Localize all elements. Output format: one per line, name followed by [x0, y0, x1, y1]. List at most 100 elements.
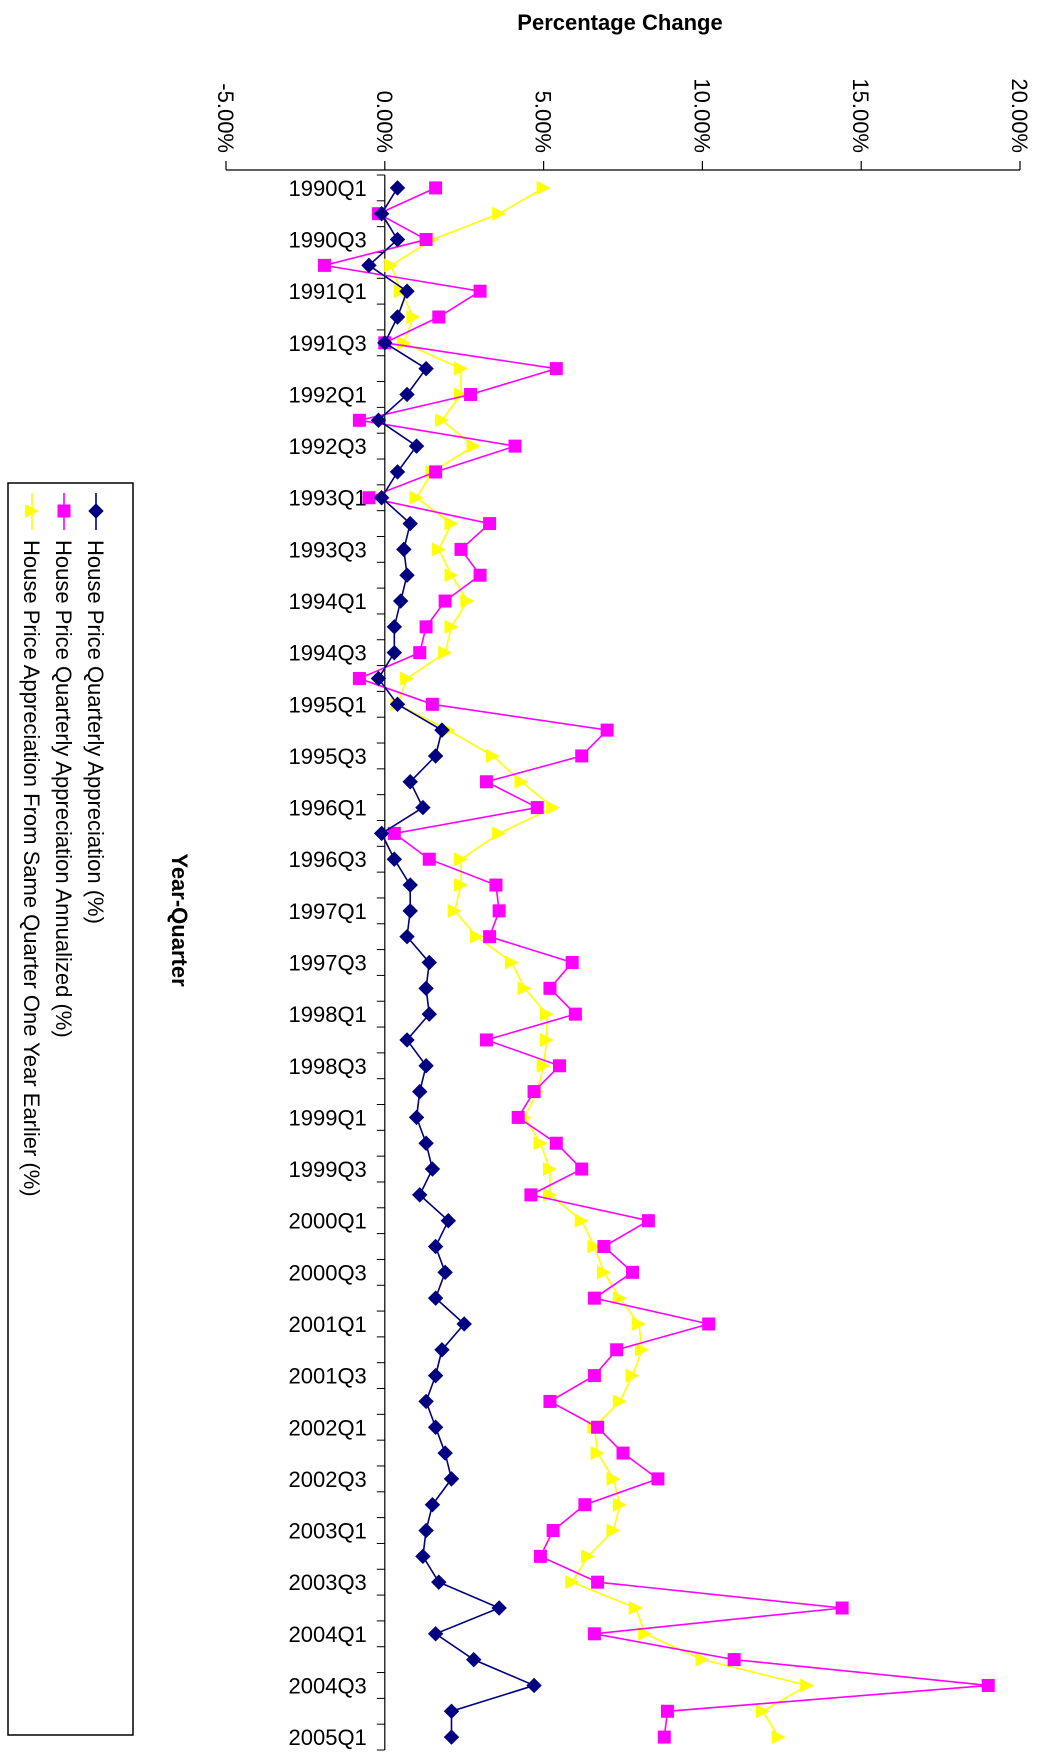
data-point — [427, 1367, 444, 1384]
data-point — [427, 1626, 444, 1642]
data-point — [440, 1212, 457, 1229]
data-point — [533, 1549, 547, 1563]
category-axis-title: Year-Quarter — [167, 853, 192, 987]
data-point — [377, 335, 393, 351]
data-point — [418, 1135, 434, 1151]
data-point — [612, 1291, 627, 1306]
data-point — [399, 928, 415, 945]
data-point — [437, 1445, 453, 1461]
data-point — [434, 413, 449, 428]
data-point — [526, 1677, 542, 1694]
category-tick-label: 1992Q3 — [289, 434, 367, 459]
data-point — [432, 310, 446, 324]
data-point — [469, 929, 484, 944]
category-tick-label: 1995Q3 — [289, 744, 367, 769]
data-point — [454, 852, 469, 867]
data-point — [389, 309, 406, 325]
data-point — [434, 1342, 450, 1358]
data-point — [418, 360, 434, 377]
data-point — [402, 515, 418, 532]
data-point — [755, 1704, 770, 1719]
data-point — [412, 1187, 428, 1203]
category-tick-label: 2002Q3 — [289, 1467, 367, 1492]
data-point — [492, 206, 507, 221]
category-tick-label: 1997Q1 — [289, 899, 367, 924]
series-line — [390, 187, 810, 1738]
data-point — [460, 594, 475, 609]
data-point — [415, 1548, 431, 1565]
category-tick-label: 1990Q1 — [289, 176, 367, 201]
data-point — [437, 1264, 453, 1281]
data-point — [386, 644, 403, 661]
data-point — [389, 180, 406, 196]
data-point — [549, 1136, 563, 1150]
data-point — [387, 826, 401, 840]
data-point — [425, 697, 439, 711]
category-tick-label: 1991Q3 — [289, 331, 367, 356]
category-tick-label: 2002Q1 — [289, 1415, 367, 1440]
data-point — [587, 1239, 602, 1254]
category-tick-label: 1992Q1 — [289, 382, 367, 407]
data-point — [466, 1651, 482, 1668]
data-point — [533, 1136, 548, 1151]
data-point — [483, 517, 497, 531]
data-point — [587, 1291, 601, 1305]
data-point — [473, 284, 487, 298]
data-point — [419, 620, 433, 634]
data-point — [424, 1497, 441, 1513]
data-point — [418, 980, 434, 997]
data-point — [402, 877, 418, 893]
data-point — [631, 1316, 646, 1331]
data-point — [597, 1240, 611, 1254]
category-tick-label: 1996Q3 — [289, 847, 367, 872]
category-tick-label: 1999Q1 — [289, 1105, 367, 1130]
tick-labels: -5.00% 0.00% 5.00% 10.00% 15.00% 20.00% 1990Q1… — [213, 78, 1032, 1750]
data-point — [568, 1007, 582, 1021]
data-point — [536, 1058, 551, 1073]
category-tick-label: 2000Q1 — [289, 1209, 367, 1234]
data-point — [373, 490, 390, 506]
data-point — [399, 386, 415, 403]
data-point — [587, 1627, 601, 1641]
data-point — [591, 1575, 605, 1589]
legend-swatch-marker — [25, 504, 39, 518]
data-point — [635, 1342, 650, 1357]
data-point — [565, 1575, 580, 1590]
data-point — [413, 646, 427, 660]
data-point — [464, 387, 478, 401]
category-tick-label: 2005Q1 — [289, 1725, 367, 1750]
data-point — [625, 1368, 640, 1383]
data-point — [587, 1369, 601, 1383]
data-point — [657, 1730, 671, 1744]
data-point — [386, 851, 403, 867]
data-point — [479, 775, 493, 789]
category-tick-label: 2003Q3 — [289, 1570, 367, 1595]
data-point — [443, 1729, 460, 1745]
data-point — [421, 954, 437, 971]
data-point — [479, 1033, 493, 1047]
data-point — [361, 257, 377, 274]
data-point — [552, 1059, 566, 1073]
data-point — [418, 1522, 434, 1539]
data-point — [485, 748, 500, 763]
value-axis-title: Percentage Change — [517, 10, 722, 35]
data-point — [399, 1032, 415, 1048]
category-tick-label: 1991Q1 — [289, 279, 367, 304]
data-point — [429, 465, 443, 479]
data-point — [610, 1343, 624, 1357]
data-point — [431, 1574, 447, 1590]
data-point — [415, 799, 431, 816]
data-point — [427, 748, 444, 764]
value-tick-label: 15.00% — [848, 78, 873, 153]
data-point — [483, 930, 497, 944]
data-point — [443, 1471, 460, 1487]
data-point — [574, 1213, 589, 1228]
chart-axes — [225, 161, 1021, 1751]
data-point — [542, 1162, 557, 1177]
data-point — [389, 464, 406, 480]
value-tick-label: 0.00% — [372, 91, 397, 153]
data-point — [418, 1393, 434, 1410]
data-point — [424, 1161, 441, 1177]
data-point — [454, 361, 469, 376]
data-point — [427, 1290, 444, 1306]
